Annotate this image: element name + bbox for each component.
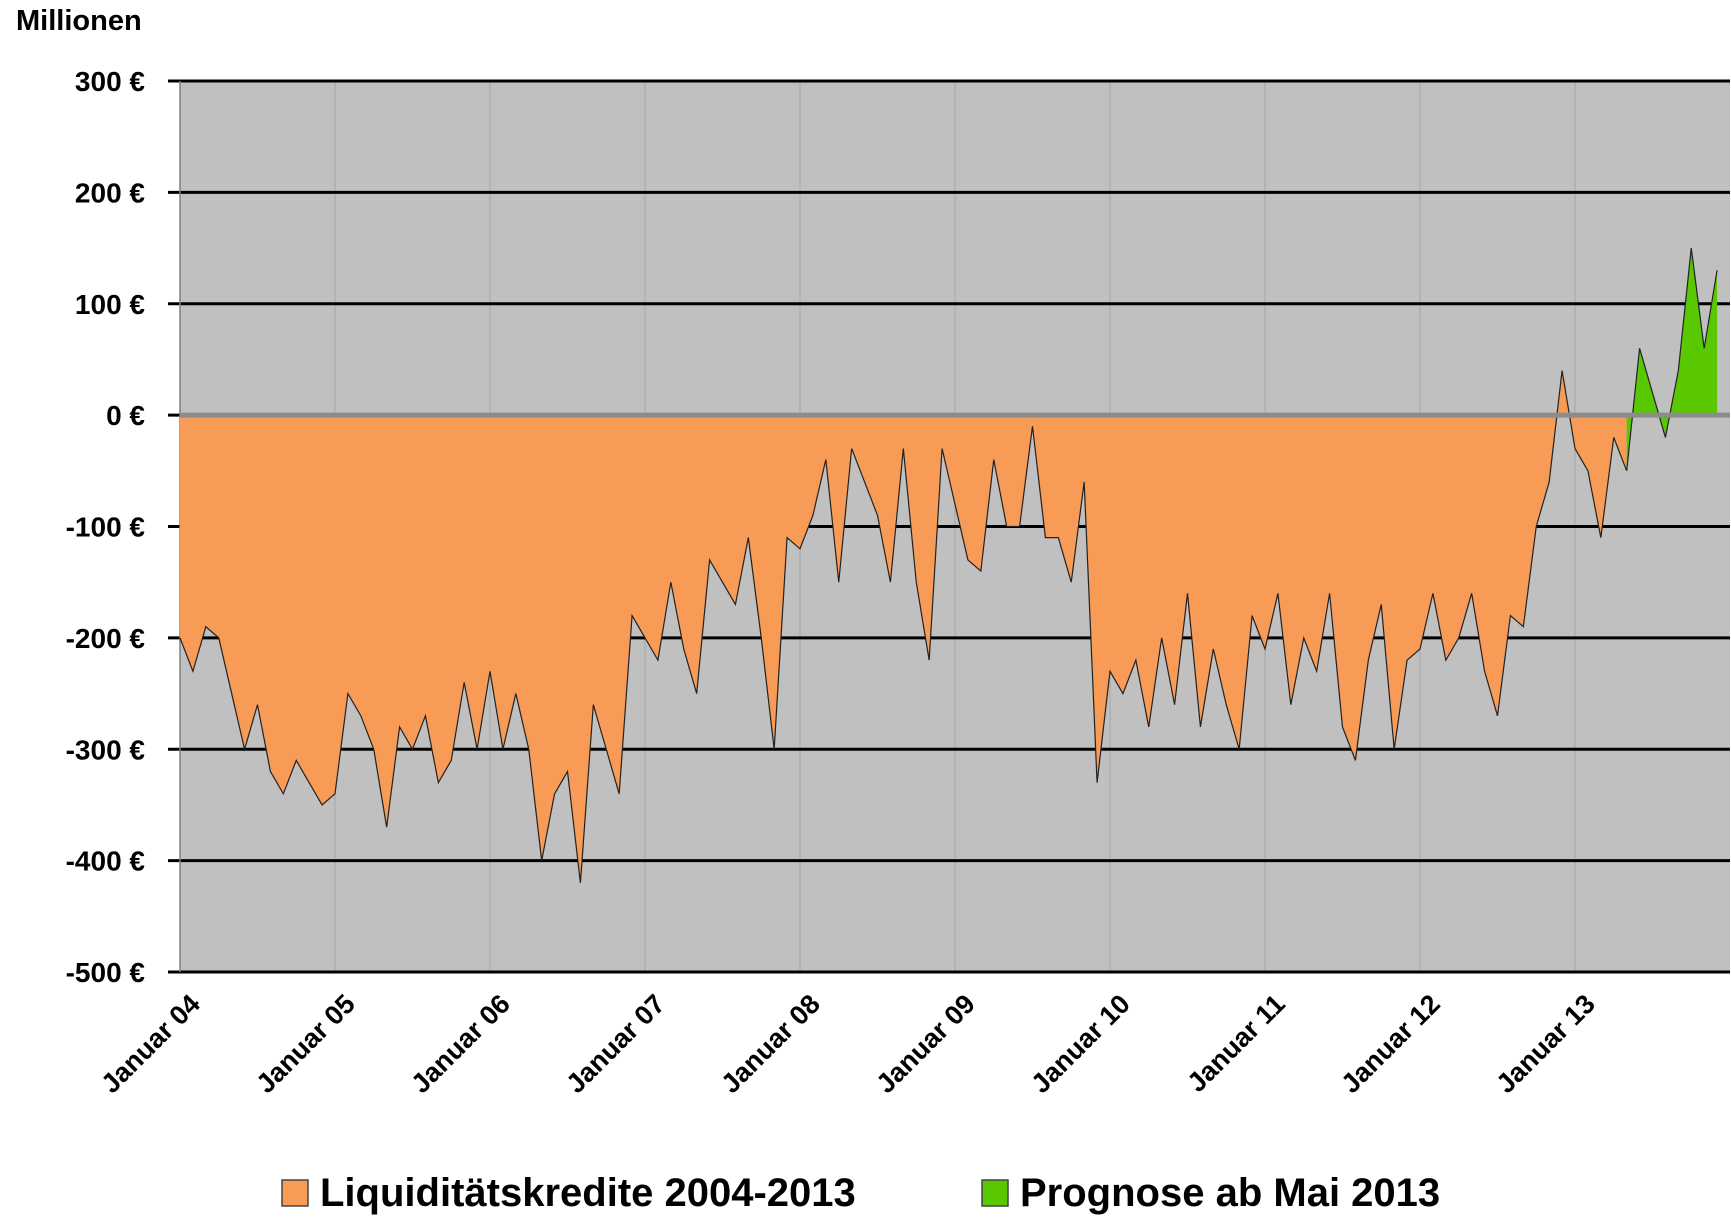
legend-swatch bbox=[281, 1179, 309, 1207]
x-tick-label: Januar 12 bbox=[1335, 989, 1445, 1099]
x-tick-label: Januar 08 bbox=[715, 989, 825, 1099]
y-axis-label: Millionen bbox=[16, 5, 142, 37]
y-tick-label: 200 € bbox=[75, 177, 145, 208]
x-tick-label: Januar 09 bbox=[870, 989, 980, 1099]
y-tick-label: -400 € bbox=[66, 846, 146, 877]
x-tick-label: Januar 10 bbox=[1025, 989, 1135, 1099]
x-tick-label: Januar 05 bbox=[250, 989, 360, 1099]
y-tick-label: -300 € bbox=[66, 734, 146, 765]
y-tick-label: 300 € bbox=[75, 66, 145, 97]
area bbox=[180, 370, 1627, 883]
x-tick-label: Januar 04 bbox=[95, 989, 205, 1099]
area-line bbox=[179, 370, 1628, 883]
legend-label: Liquiditätskredite 2004-2013 bbox=[320, 1171, 856, 1215]
area-line bbox=[1626, 247, 1718, 471]
x-tick-label: Januar 13 bbox=[1490, 989, 1600, 1099]
y-tick-label: -200 € bbox=[66, 623, 146, 654]
legend-swatch bbox=[981, 1179, 1009, 1207]
y-tick-label: -100 € bbox=[66, 512, 146, 543]
y-tick-label: 0 € bbox=[106, 400, 145, 431]
y-tick-label: 100 € bbox=[75, 289, 145, 320]
y-tick-label: -500 € bbox=[66, 957, 146, 988]
x-tick-label: Januar 07 bbox=[560, 989, 670, 1099]
x-tick-label: Januar 11 bbox=[1182, 989, 1291, 1098]
legend-label: Prognose ab Mai 2013 bbox=[1020, 1171, 1440, 1215]
x-tick-label: Januar 06 bbox=[405, 989, 515, 1099]
